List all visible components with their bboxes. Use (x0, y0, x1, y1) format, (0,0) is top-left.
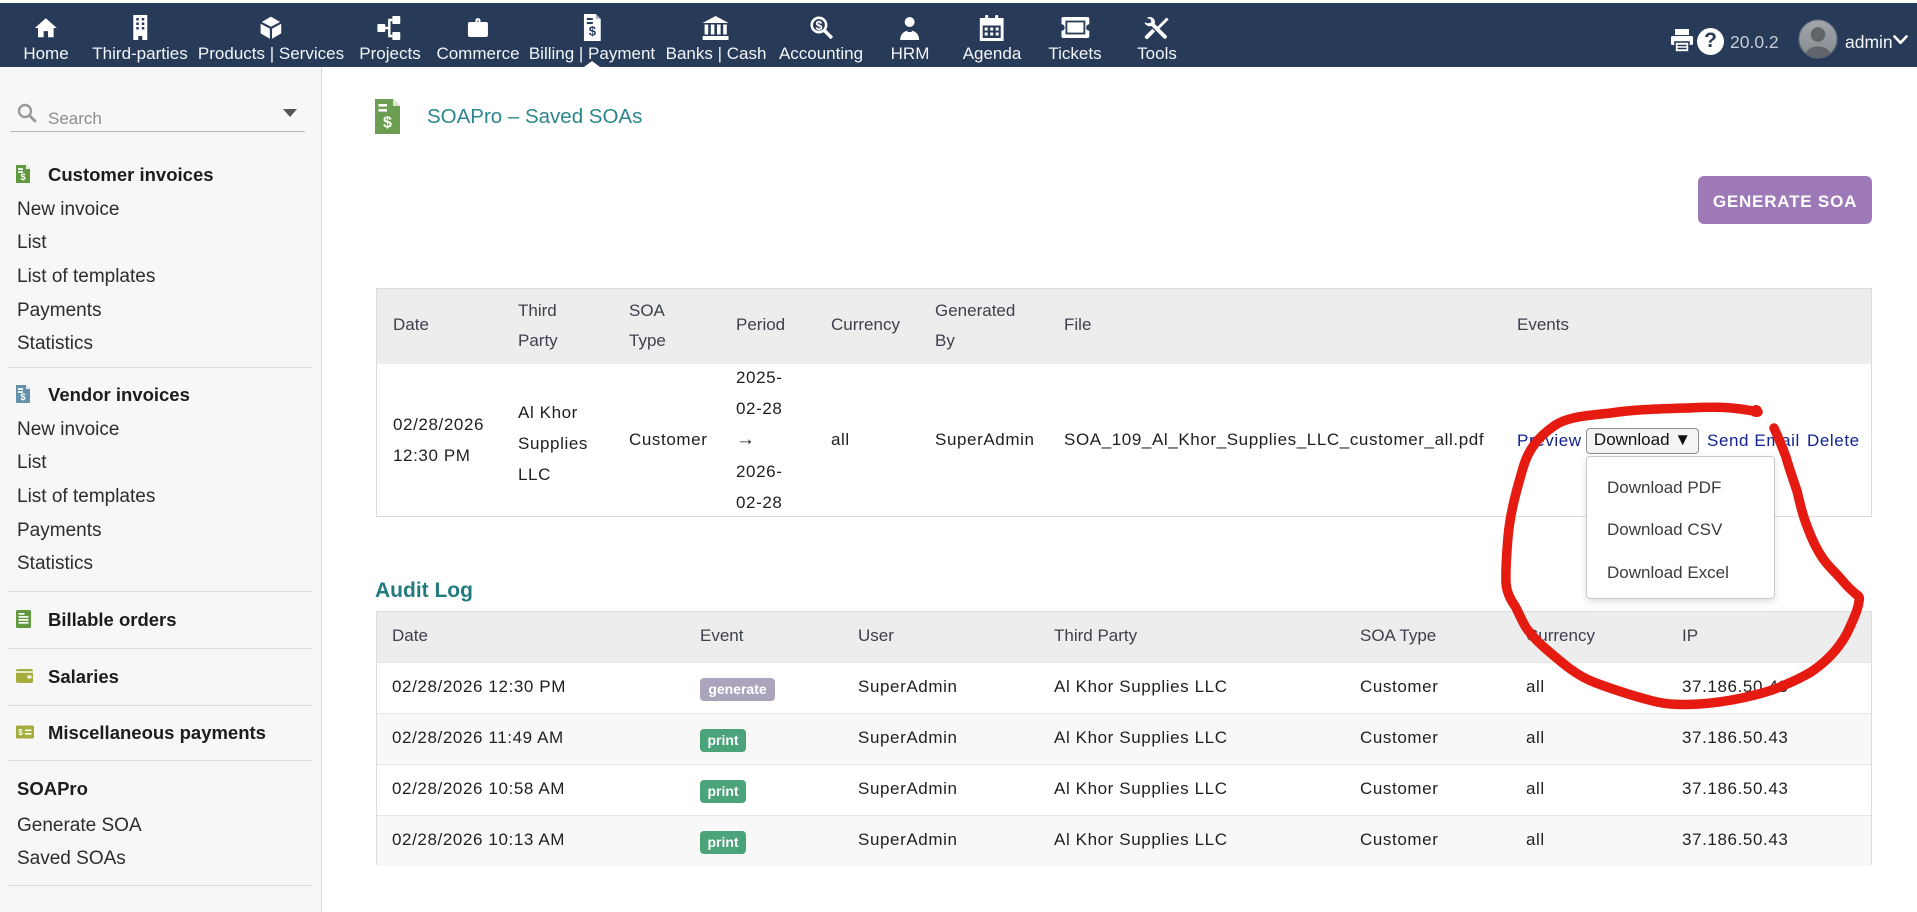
svg-text:$: $ (20, 392, 26, 403)
svg-text:$: $ (20, 172, 26, 183)
svg-text:$: $ (18, 728, 23, 737)
svg-text:$: $ (815, 19, 822, 33)
svg-text:$: $ (588, 24, 596, 39)
svg-text:$: $ (383, 115, 392, 132)
